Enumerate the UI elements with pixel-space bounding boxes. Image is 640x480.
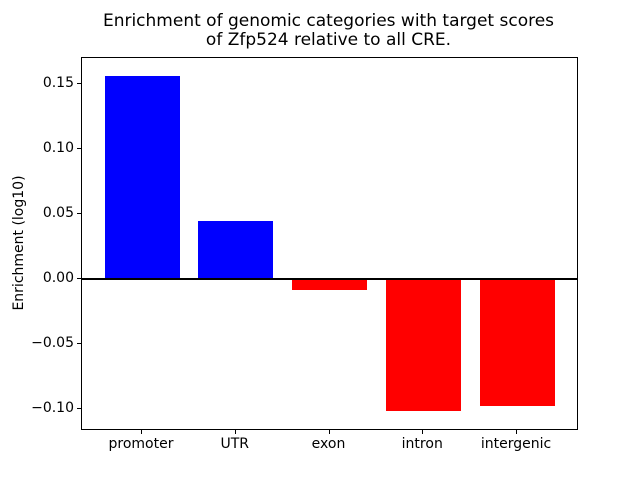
chart-title: Enrichment of genomic categories with ta… xyxy=(81,12,576,50)
y-tick-mark xyxy=(77,408,81,410)
bar-exon xyxy=(292,279,367,290)
y-tick-label: −0.10 xyxy=(31,400,74,417)
x-tick-label-intron: intron xyxy=(401,436,443,452)
chart-title-line-2: of Zfp524 relative to all CRE. xyxy=(205,30,452,50)
bar-intergenic xyxy=(479,279,555,406)
x-tick-mark xyxy=(328,430,330,434)
bar-UTR xyxy=(198,220,274,280)
y-tick-mark xyxy=(77,343,81,345)
x-tick-mark xyxy=(234,430,236,434)
bar-intron xyxy=(385,279,461,411)
y-tick-label: 0.00 xyxy=(42,270,74,287)
x-tick-mark xyxy=(422,430,424,434)
y-tick-mark xyxy=(77,278,81,280)
chart-title-line-1: Enrichment of genomic categories with ta… xyxy=(102,11,555,31)
y-tick-label: 0.05 xyxy=(42,205,74,222)
y-tick-label: 0.10 xyxy=(42,140,74,157)
zero-line xyxy=(82,278,577,281)
x-tick-label-exon: exon xyxy=(311,436,346,452)
y-tick-mark xyxy=(77,213,81,215)
y-tick-mark xyxy=(77,83,81,85)
y-tick-label: −0.05 xyxy=(31,335,74,352)
y-axis-label: Enrichment (log10) xyxy=(11,174,27,311)
x-tick-label-promoter: promoter xyxy=(108,436,174,452)
y-tick-mark xyxy=(77,148,81,150)
y-tick-label: 0.15 xyxy=(42,75,74,92)
x-tick-label-intergenic: intergenic xyxy=(480,436,552,452)
x-tick-label-UTR: UTR xyxy=(220,436,250,452)
plot-area xyxy=(81,57,578,430)
x-tick-mark xyxy=(516,430,517,434)
x-tick-mark xyxy=(141,430,142,434)
bar-promoter xyxy=(104,76,180,280)
